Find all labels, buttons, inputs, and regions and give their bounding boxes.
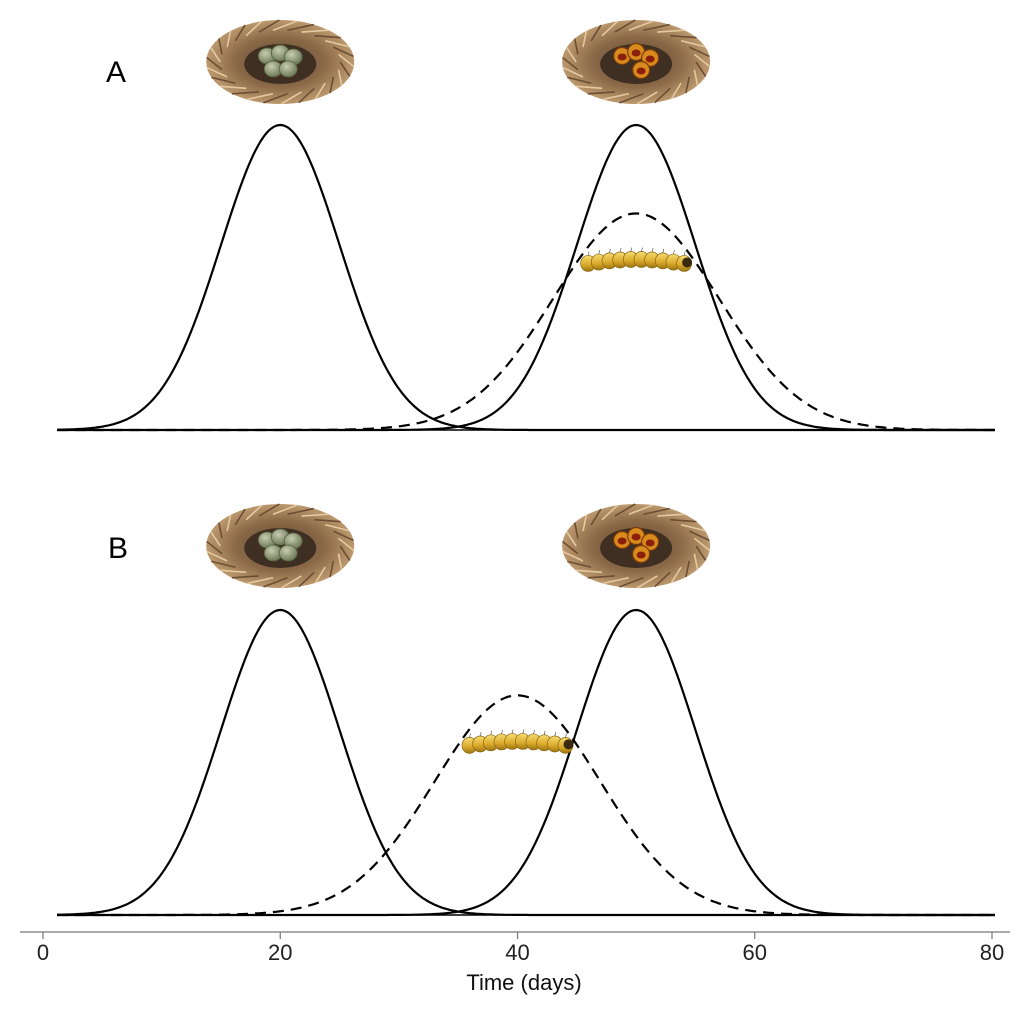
solid-curve-1 (57, 608, 995, 917)
x-tick-label: 80 (980, 940, 1004, 965)
series-layer-a (57, 123, 995, 432)
dashed-curve-3 (57, 694, 995, 917)
icon-layer-b (206, 503, 711, 754)
x-axis: 0 20 40 60 80 Time (days) (20, 931, 1010, 995)
x-axis-ticks: 0 20 40 60 80 (37, 932, 1004, 965)
x-tick-label: 0 (37, 940, 49, 965)
solid-curve-1 (57, 123, 995, 432)
nest-with-eggs-icon (206, 19, 355, 105)
caterpillar-icon (461, 729, 574, 754)
panel-label-b: B (108, 532, 128, 565)
panel-b: B (57, 503, 995, 917)
panel-a: A (57, 19, 995, 432)
nest-with-eggs-icon (206, 503, 355, 589)
series-layer-b (57, 608, 995, 917)
x-tick-label: 20 (268, 940, 292, 965)
nest-with-chicks-icon (562, 19, 711, 105)
solid-curve-2 (57, 123, 995, 432)
caterpillar-icon (580, 247, 693, 272)
icon-layer-a (206, 19, 711, 272)
x-tick-label: 40 (505, 940, 529, 965)
nest-with-chicks-icon (562, 503, 711, 589)
solid-curve-2 (57, 608, 995, 917)
dashed-curve-3 (57, 212, 995, 432)
x-axis-title: Time (days) (466, 970, 581, 995)
x-tick-label: 60 (743, 940, 767, 965)
panel-label-a: A (106, 56, 126, 89)
